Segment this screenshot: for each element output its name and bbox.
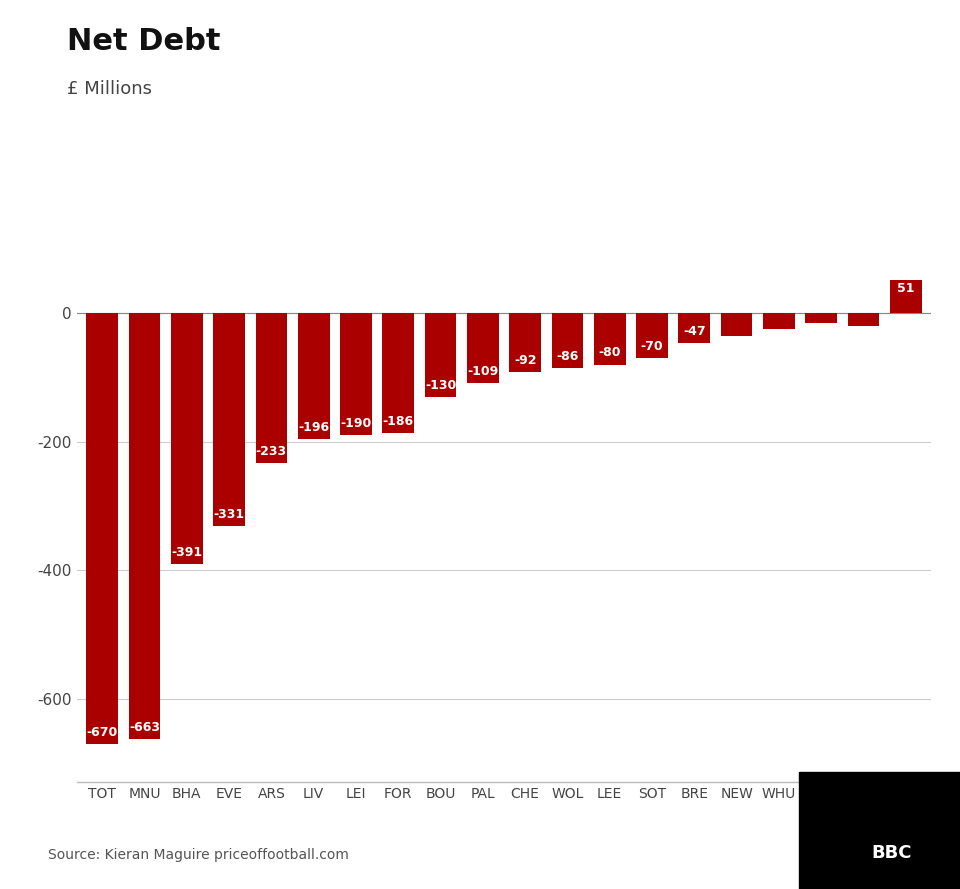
Text: -80: -80: [598, 347, 621, 359]
Text: -196: -196: [299, 421, 329, 434]
Text: -663: -663: [129, 721, 160, 734]
Bar: [721, 313, 753, 336]
Text: -130: -130: [425, 379, 456, 391]
Bar: [255, 313, 287, 463]
Text: -233: -233: [255, 444, 287, 458]
Bar: [213, 313, 245, 526]
Bar: [679, 313, 710, 343]
Text: -391: -391: [171, 547, 203, 559]
Text: -670: -670: [86, 725, 118, 739]
Bar: [382, 313, 414, 433]
Text: Source: Kieran Maguire priceoffootball.com: Source: Kieran Maguire priceoffootball.c…: [48, 848, 348, 862]
Text: 51: 51: [897, 283, 915, 295]
Bar: [467, 313, 498, 383]
Bar: [129, 313, 160, 740]
Bar: [848, 313, 879, 326]
Text: -92: -92: [514, 354, 537, 367]
Bar: [171, 313, 203, 565]
Text: Net Debt: Net Debt: [67, 27, 221, 56]
Bar: [805, 313, 837, 323]
Text: -190: -190: [341, 417, 372, 430]
Bar: [763, 313, 795, 329]
Bar: [552, 313, 584, 368]
Bar: [424, 313, 456, 396]
Text: -70: -70: [640, 340, 663, 353]
Text: -47: -47: [683, 325, 706, 338]
Bar: [594, 313, 626, 364]
Text: BBC: BBC: [872, 845, 912, 862]
Bar: [86, 313, 118, 744]
Text: -86: -86: [556, 350, 579, 364]
Bar: [340, 313, 372, 436]
Bar: [510, 313, 541, 372]
Bar: [890, 280, 922, 313]
Bar: [636, 313, 668, 358]
Text: -186: -186: [383, 414, 414, 428]
Bar: [298, 313, 329, 439]
Text: -109: -109: [468, 365, 498, 378]
Text: £ Millions: £ Millions: [67, 80, 153, 98]
Text: -331: -331: [213, 508, 245, 521]
